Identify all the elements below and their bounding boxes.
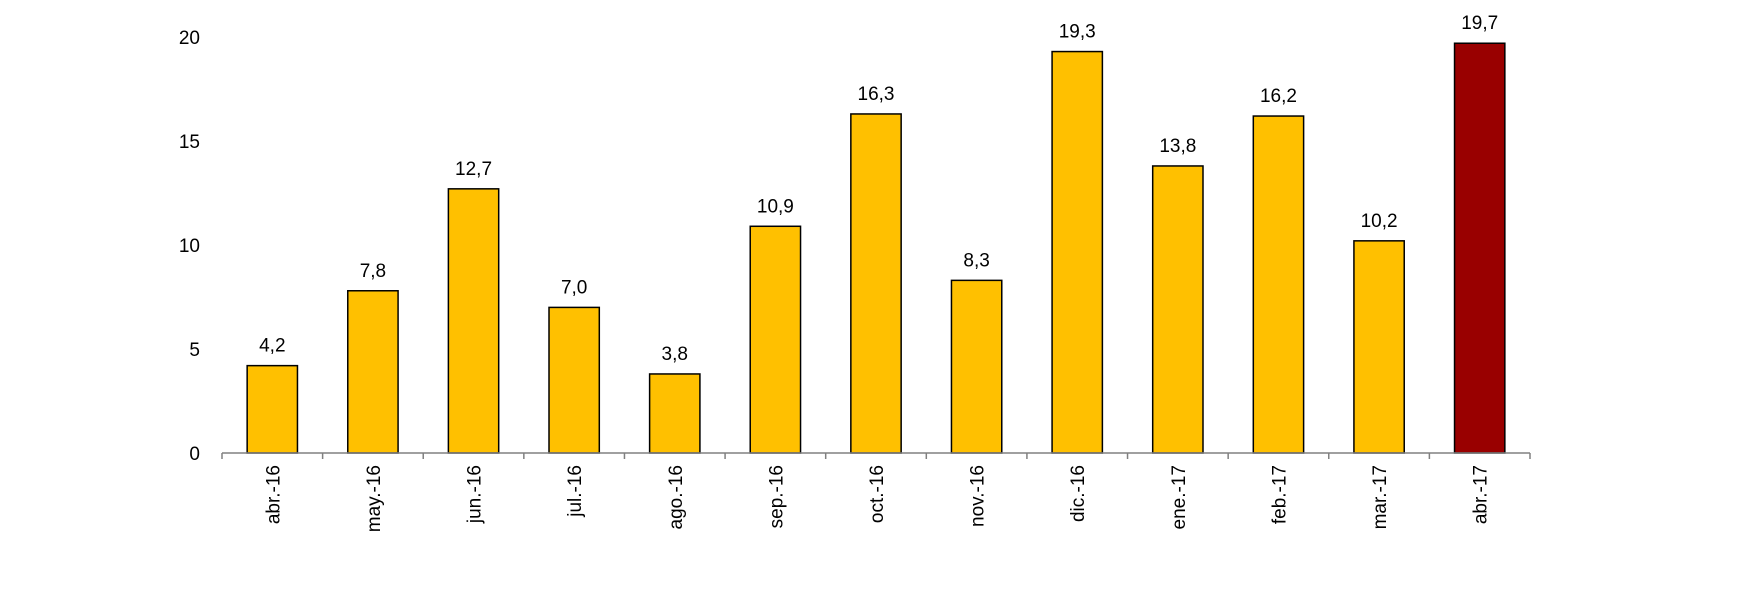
y-tick-label: 20	[179, 28, 200, 49]
y-tick-label: 0	[189, 444, 200, 465]
data-label: 8,3	[963, 250, 989, 271]
bar	[1252, 115, 1305, 454]
x-tick-label: feb.-17	[1269, 465, 1290, 524]
x-tick-label: ene.-17	[1169, 465, 1190, 529]
bar	[1051, 50, 1104, 454]
bars	[246, 42, 1506, 454]
x-tick-label: nov.-16	[968, 465, 989, 527]
x-tick-label: jun.-16	[465, 465, 486, 524]
data-label: 3,8	[662, 344, 688, 365]
data-label: 7,8	[360, 261, 386, 282]
data-label: 16,2	[1260, 86, 1297, 107]
bar	[548, 306, 601, 454]
x-tick-label: ago.-16	[666, 465, 687, 529]
bar	[749, 225, 802, 454]
x-tick-label: jul.-16	[565, 465, 586, 518]
x-tick-label: may.-16	[364, 465, 385, 532]
data-label: 10,2	[1361, 211, 1398, 232]
data-label: 19,3	[1059, 22, 1096, 43]
y-tick-label: 5	[189, 340, 200, 361]
y-axis: 0 5 10 15 20	[179, 28, 200, 465]
x-axis: abr.-16 may.-16 jun.-16 jul.-16 ago.-16 sep.-…	[221, 452, 1531, 532]
data-label: 4,2	[259, 336, 285, 357]
y-tick-label: 10	[179, 236, 200, 257]
data-label: 10,9	[757, 196, 794, 217]
bar	[1151, 165, 1204, 454]
x-tick-label: abr.-17	[1471, 465, 1492, 524]
data-label: 13,8	[1159, 136, 1196, 157]
x-tick-label: sep.-16	[766, 465, 787, 528]
x-tick-label: mar.-17	[1370, 465, 1391, 529]
data-label: 7,0	[561, 277, 587, 298]
bar	[447, 188, 500, 454]
bar	[347, 290, 399, 454]
bar	[850, 113, 902, 454]
data-labels: 4,2 7,8 12,7 7,0 3,8 10,9 16,3 8,3 19,3 13,8 16,2 1…	[259, 13, 1498, 365]
bar	[1453, 42, 1506, 454]
bar	[1353, 240, 1405, 454]
bar	[246, 364, 299, 454]
y-tick-label: 15	[179, 132, 200, 153]
x-tick-label: abr.-16	[263, 465, 284, 524]
x-tick-label: dic.-16	[1068, 465, 1089, 522]
data-label: 19,7	[1461, 13, 1498, 34]
bar	[648, 373, 701, 454]
data-label: 12,7	[455, 159, 492, 180]
bar	[950, 279, 1003, 454]
data-label: 16,3	[858, 84, 895, 105]
x-tick-label: oct.-16	[867, 465, 888, 523]
